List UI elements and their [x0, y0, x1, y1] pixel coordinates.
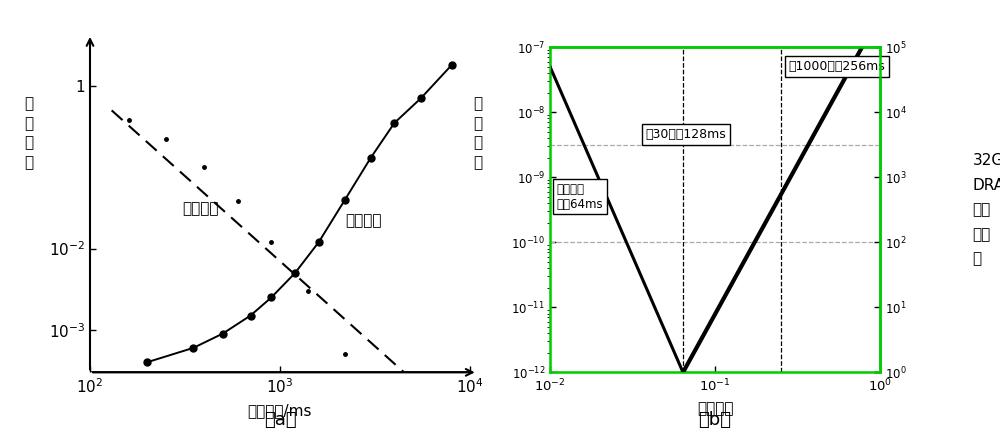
Text: 约1000个，256ms: 约1000个，256ms [789, 60, 886, 73]
Text: （a）: （a） [264, 411, 296, 428]
Text: 尾端分布: 尾端分布 [182, 201, 218, 216]
Text: （b）: （b） [698, 411, 732, 428]
Text: 32G
DRAM
失效
单元
数: 32G DRAM 失效 单元 数 [972, 153, 1000, 266]
Text: 临界刷新
间隔64ms: 临界刷新 间隔64ms [557, 183, 603, 211]
Text: 主分布区: 主分布区 [345, 213, 382, 228]
X-axis label: 保持时间/ms: 保持时间/ms [248, 403, 312, 418]
Text: 约30个，128ms: 约30个，128ms [646, 128, 726, 141]
X-axis label: 刷新间隔: 刷新间隔 [697, 401, 733, 416]
Text: 累
积
概
率: 累 积 概 率 [473, 96, 482, 170]
Text: 累
积
概
率: 累 积 概 率 [25, 96, 34, 170]
